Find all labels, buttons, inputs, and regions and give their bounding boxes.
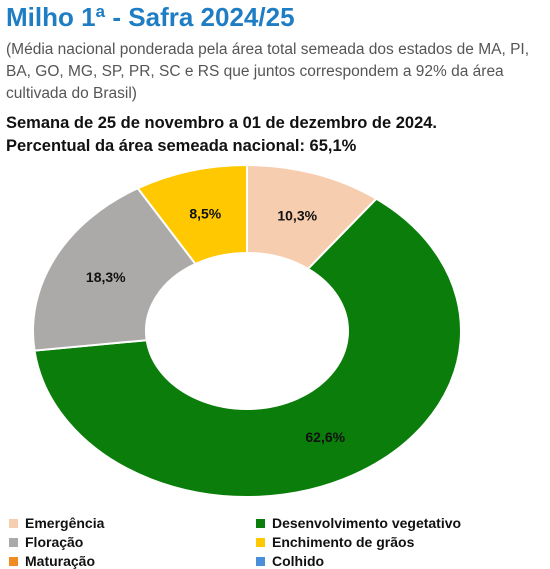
slice-flora-o	[32, 187, 197, 352]
legend-swatch	[256, 537, 265, 547]
legend-label: Colhido	[272, 553, 325, 569]
legend-label: Floração	[25, 534, 84, 550]
legend-swatch	[9, 556, 18, 566]
week-period: Semana de 25 de novembro a 01 de dezembr…	[6, 114, 438, 132]
legend-swatch	[9, 537, 18, 547]
slice-label: 62,6%	[305, 429, 345, 445]
slice-desenvolvimento-vegetativo	[33, 197, 462, 498]
legend-swatch	[256, 556, 265, 566]
legend-item-desenvolvimento-vegetativo: Desenvolvimento vegetativo	[256, 515, 461, 531]
legend-item-emergencia: Emergência	[9, 515, 104, 531]
percent-sown: Percentual da área semeada nacional: 65,…	[6, 137, 357, 155]
legend-item-enchimento-de-graos: Enchimento de grãos	[256, 534, 414, 550]
legend-swatch	[256, 518, 265, 528]
legend-label: Emergência	[25, 515, 105, 531]
slice-label: 18,3%	[86, 269, 126, 285]
legend-item-colhido: Colhido	[256, 553, 324, 569]
slice-enchimento-de-gr-os	[136, 163, 248, 266]
chart-title: Milho 1ª - Safra 2024/25	[6, 2, 295, 32]
legend-label: Maturação	[25, 553, 96, 569]
legend-item-maturacao: Maturação	[9, 553, 95, 569]
legend-swatch	[9, 518, 18, 528]
legend-item-floracao: Floração	[9, 534, 83, 550]
chart-subtitle: (Média nacional ponderada pela área tota…	[6, 41, 530, 102]
slice-label: 10,3%	[277, 207, 317, 223]
slice-label: 8,5%	[189, 205, 221, 221]
legend-label: Enchimento de grãos	[272, 534, 415, 550]
legend-label: Desenvolvimento vegetativo	[272, 515, 462, 531]
